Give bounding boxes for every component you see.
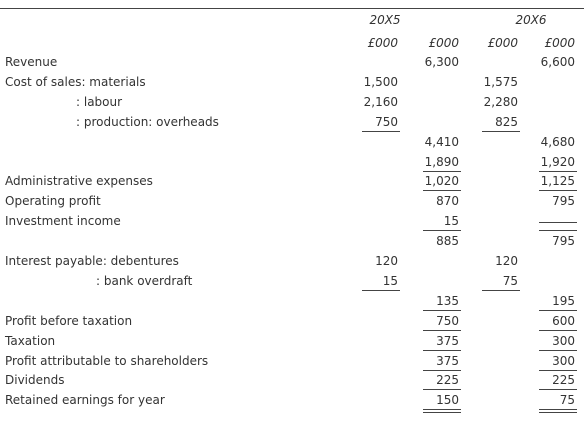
underline <box>539 309 577 311</box>
cell-value: 825 <box>495 114 518 129</box>
cell-value: 225 <box>436 373 459 388</box>
cell-value: 2,160 <box>363 94 398 109</box>
year-header: 20X6 <box>515 13 547 27</box>
underline <box>539 329 577 331</box>
underline <box>423 349 461 351</box>
underline <box>539 349 577 351</box>
rule <box>0 8 584 9</box>
underline <box>362 289 400 291</box>
cell-value: 6,300 <box>424 55 459 69</box>
row-label: Administrative expenses <box>5 174 153 189</box>
row-label: Revenue <box>5 55 58 69</box>
cell-value: 1,125 <box>540 174 575 189</box>
underline <box>539 369 577 371</box>
cell-value: 120 <box>495 254 518 268</box>
underline <box>423 409 461 411</box>
unit-header: £000 <box>544 36 575 50</box>
underline <box>423 412 461 414</box>
cell-value: 870 <box>436 194 459 209</box>
cell-value: 750 <box>436 313 459 328</box>
cell-value: 75 <box>559 393 575 408</box>
cell-value: 300 <box>552 353 575 368</box>
row-label: Profit attributable to shareholders <box>5 353 209 368</box>
underline <box>423 170 461 172</box>
underline <box>423 230 461 232</box>
cell-value: 795 <box>552 234 575 249</box>
cell-value: 1,920 <box>540 154 575 169</box>
cell-value: 600 <box>552 313 575 328</box>
row-label: : bank overdraft <box>96 273 193 288</box>
cell-value: 1,500 <box>363 74 398 89</box>
row-label: Operating profit <box>5 194 101 209</box>
underline <box>482 289 520 291</box>
row-label: Profit before taxation <box>5 313 133 328</box>
row-label: : labour <box>76 94 123 109</box>
unit-header: £000 <box>367 36 398 50</box>
underline <box>423 369 461 371</box>
cell-value: 6,600 <box>540 55 575 69</box>
unit-header: £000 <box>487 36 518 50</box>
cell-value: 4,680 <box>540 134 575 149</box>
cell-value: 1,575 <box>483 74 518 89</box>
row-label: Interest payable: debentures <box>5 254 179 268</box>
cell-value: 4,410 <box>424 134 459 149</box>
cell-value: 375 <box>436 333 459 348</box>
underline <box>482 130 520 132</box>
year-header: 20X5 <box>369 13 401 27</box>
cell-value: 375 <box>436 353 459 368</box>
cell-value: 225 <box>552 373 575 388</box>
underline <box>423 309 461 311</box>
cell-value: 885 <box>436 234 459 249</box>
cell-value: 750 <box>375 114 398 129</box>
unit-header: £000 <box>428 36 459 50</box>
cell-value: 75 <box>502 273 518 288</box>
row-label: : production: overheads <box>76 114 219 129</box>
row-label: Investment income <box>5 214 121 229</box>
cell-value: 135 <box>436 293 459 308</box>
cell-value: 2,280 <box>483 94 518 109</box>
underline <box>423 190 461 192</box>
cell-value: 795 <box>552 194 575 209</box>
row-label: Taxation <box>5 333 56 348</box>
row-label: Retained earnings for year <box>5 393 165 408</box>
row-label: Dividends <box>5 373 65 388</box>
cell-value: 120 <box>375 254 398 268</box>
cell-value: 195 <box>552 293 575 308</box>
cell-value: 1,020 <box>424 174 459 189</box>
cell-value: 15 <box>382 273 398 288</box>
cell-value: 300 <box>552 333 575 348</box>
row-label: Cost of sales: materials <box>5 74 146 89</box>
dash-line <box>539 222 577 224</box>
underline <box>539 230 577 232</box>
underline <box>362 130 400 132</box>
underline <box>423 329 461 331</box>
cell-value: 15 <box>443 214 459 229</box>
underline <box>423 389 461 391</box>
underline <box>539 409 577 411</box>
underline <box>539 412 577 414</box>
underline <box>539 389 577 391</box>
cell-value: 150 <box>436 393 459 408</box>
underline <box>539 170 577 172</box>
underline <box>539 190 577 192</box>
cell-value: 1,890 <box>424 154 459 169</box>
